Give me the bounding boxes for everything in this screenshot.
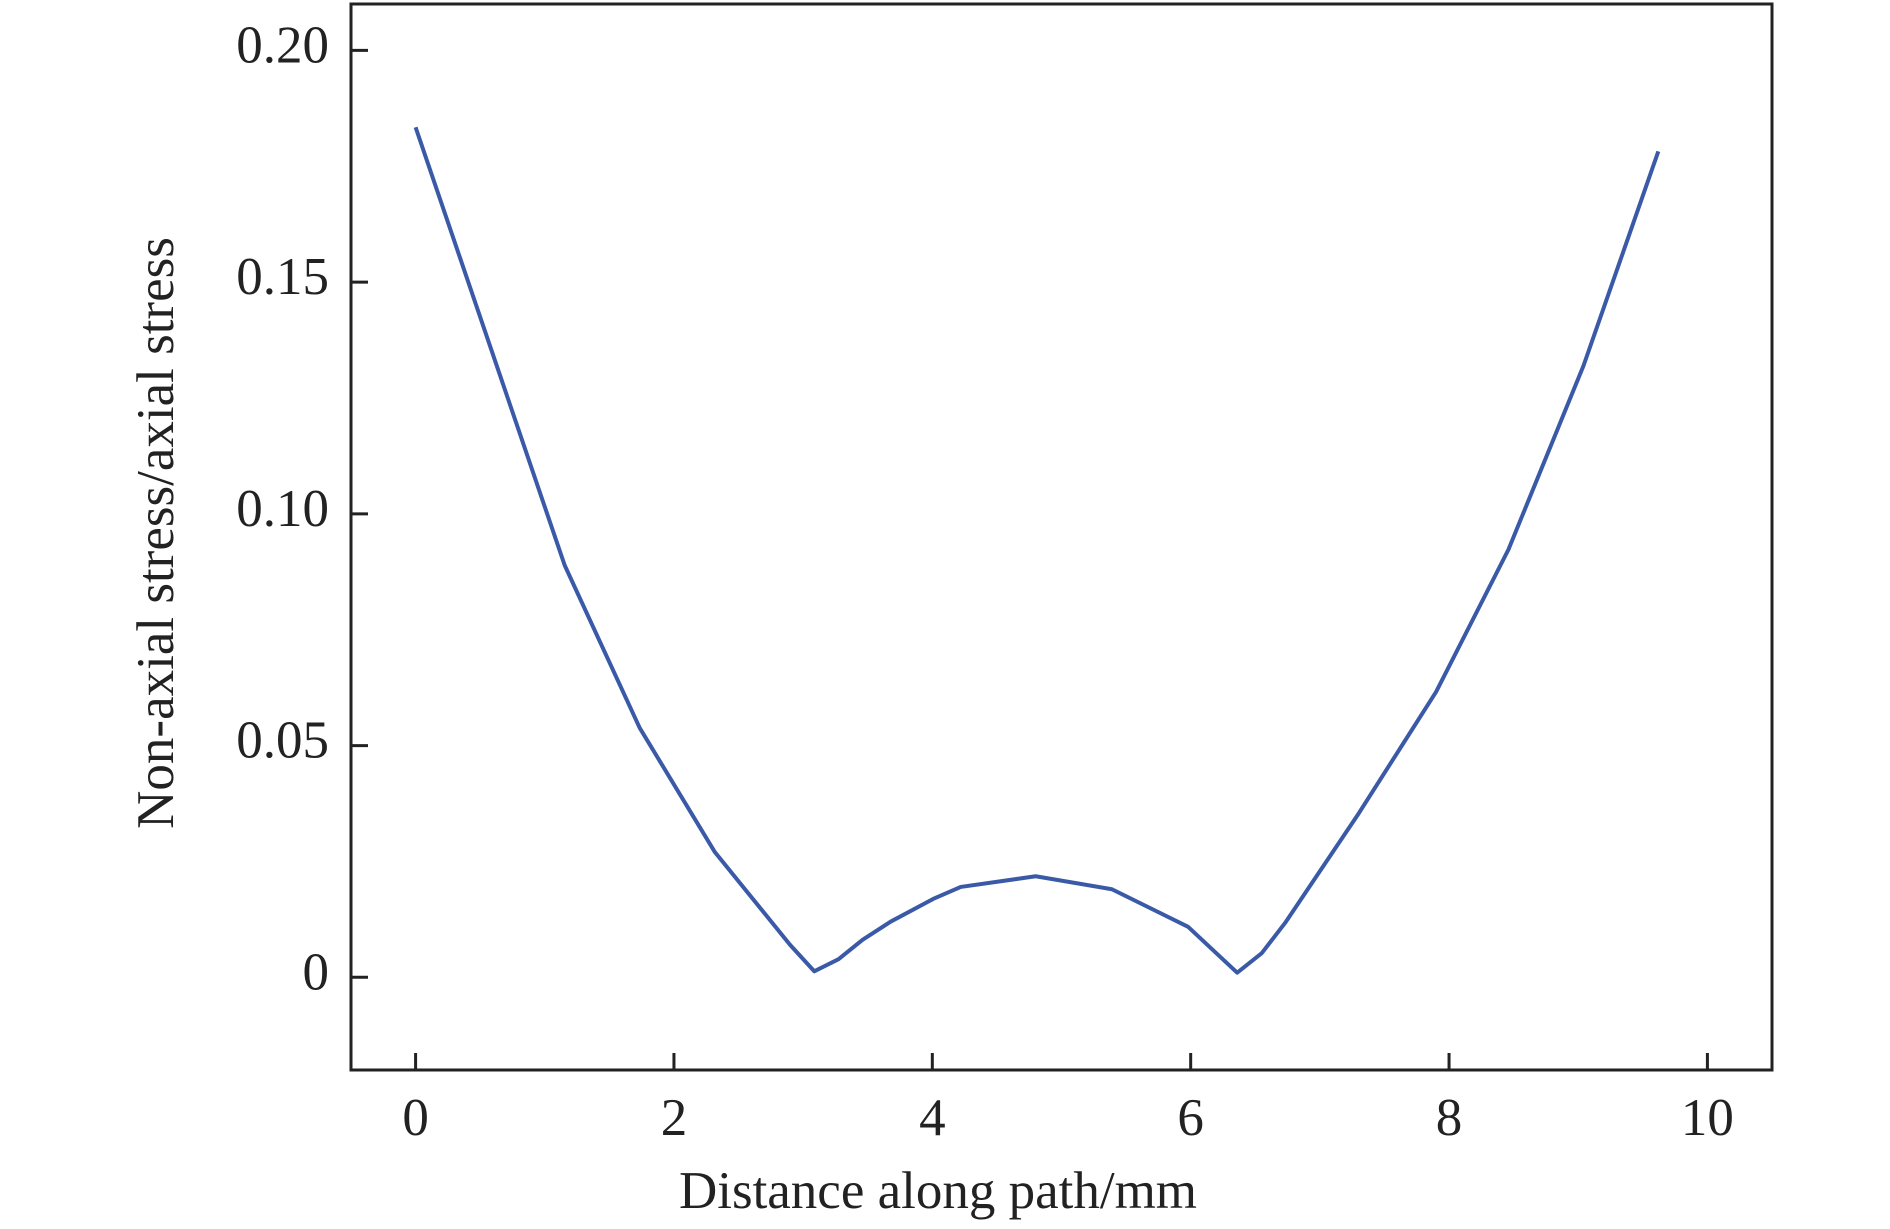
y-tick-label: 0.10 [236,480,329,538]
y-axis-title: Non-axial stress/axial stress [127,237,185,829]
x-tick-label: 2 [661,1089,688,1147]
y-tick-label: 0.20 [236,17,329,75]
x-tick-label: 4 [919,1089,946,1147]
x-tick-label: 6 [1177,1089,1204,1147]
y-tick-label: 0.05 [236,712,329,770]
y-tick-label: 0 [303,943,330,1001]
data-line [413,126,1661,975]
y-tick-label: 0.15 [236,248,329,306]
x-tick-label: 0 [402,1089,429,1147]
x-axis-title: Distance along path/mm [679,1162,1197,1220]
x-tick-label: 10 [1681,1089,1734,1147]
plot-frame [349,2,1774,1072]
x-tick-label: 8 [1436,1089,1463,1147]
